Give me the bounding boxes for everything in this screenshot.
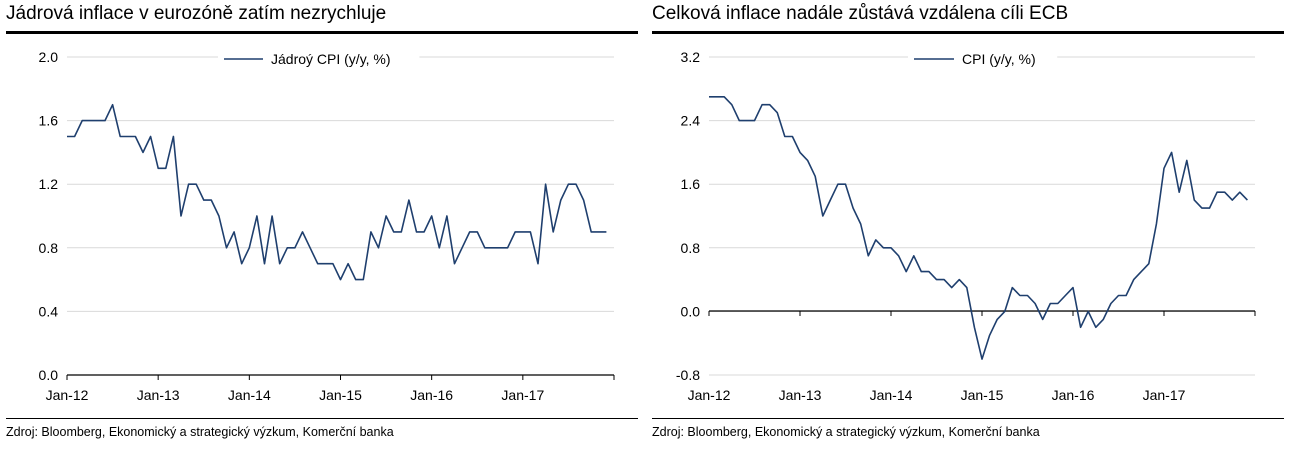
y-tick-label: 2.4 [681, 113, 701, 129]
x-tick-label: Jan-16 [410, 387, 453, 403]
x-tick-label: Jan-17 [1143, 387, 1186, 403]
y-tick-label: 0.0 [39, 367, 59, 383]
y-tick-label: 0.8 [681, 240, 701, 256]
legend-background [218, 48, 420, 70]
x-tick-label: Jan-12 [46, 387, 89, 403]
x-tick-label: Jan-17 [501, 387, 544, 403]
x-tick-label: Jan-12 [688, 387, 731, 403]
chart-panel-headline-inflation: Celková inflace nadále zůstává vzdálena … [652, 0, 1284, 451]
chart-source: Zdroj: Bloomberg, Ekonomický a strategic… [652, 425, 1040, 439]
x-tick-label: Jan-15 [961, 387, 1004, 403]
source-rule [6, 418, 638, 419]
legend-label: Jádroý CPI (y/y, %) [271, 51, 391, 67]
y-tick-label: 0.0 [681, 303, 701, 319]
chart-title: Jádrová inflace v eurozóně zatím nezrych… [6, 3, 387, 24]
line-chart: -0.8 0.0 0.8 1.6 2.4 3.2 Jan-12 Jan-13 Jan-14 Jan… [676, 48, 1256, 403]
y-tick-label: 1.6 [39, 113, 59, 129]
y-tick-label: 0.4 [39, 303, 59, 319]
title-rule [652, 31, 1284, 34]
series-line [709, 96, 1248, 360]
line-chart: 0.0 0.4 0.8 1.2 1.6 2.0 Jan-12 Jan-13 Jan-14 Jan-… [39, 48, 615, 403]
x-tick-label: Jan-16 [1052, 387, 1095, 403]
chart-panel-core-inflation: Jádrová inflace v eurozóně zatím nezrych… [6, 0, 638, 451]
chart-title: Celková inflace nadále zůstává vzdálena … [652, 3, 1069, 24]
x-tick-label: Jan-14 [870, 387, 913, 403]
x-tick-label: Jan-14 [228, 387, 271, 403]
series-line [67, 103, 607, 281]
y-tick-label: 1.6 [681, 176, 701, 192]
title-rule [6, 31, 638, 34]
y-tick-label: 2.0 [39, 49, 59, 65]
legend-label: CPI (y/y, %) [962, 51, 1036, 67]
legend-background [908, 48, 1058, 70]
source-rule [652, 418, 1284, 419]
chart-source: Zdroj: Bloomberg, Ekonomický a strategic… [6, 425, 394, 439]
x-tick-label: Jan-13 [137, 387, 180, 403]
y-tick-label: 0.8 [39, 240, 59, 256]
y-tick-label: 1.2 [39, 176, 59, 192]
y-tick-label: -0.8 [676, 367, 700, 383]
x-tick-label: Jan-13 [779, 387, 822, 403]
x-tick-label: Jan-15 [319, 387, 362, 403]
y-tick-label: 3.2 [681, 49, 701, 65]
